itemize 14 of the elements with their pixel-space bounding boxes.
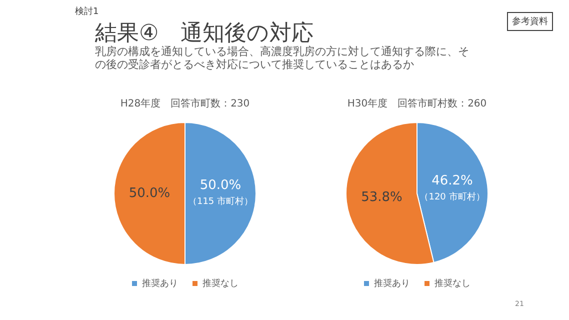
chart-title: H30年度 回答市町村数：260 [347, 98, 487, 110]
text: 検討1 [75, 6, 99, 18]
legend-label: 推奨あり [374, 278, 410, 289]
chart-title: H28年度 回答市町数：230 [120, 98, 250, 110]
text: 結果④ 通知後の対応 [95, 20, 314, 46]
data-label: 46.2% （120 市町村） [420, 174, 485, 203]
data-label: 50.0% [128, 186, 170, 201]
data-label: 53.8% [361, 190, 402, 206]
text: 参考資料 [507, 12, 553, 31]
text: 乳房の構成を通知している場合、高濃度乳房の方に対して通知する際に、その後の受診者がとるべき対応について推奨していることはあるか [95, 45, 470, 71]
data-label: 50.0% （115 市町村） [188, 178, 254, 207]
legend-label: 推奨あり [142, 278, 178, 289]
legend-label: 推奨なし [434, 278, 470, 289]
legend-label: 推奨なし [202, 278, 238, 289]
